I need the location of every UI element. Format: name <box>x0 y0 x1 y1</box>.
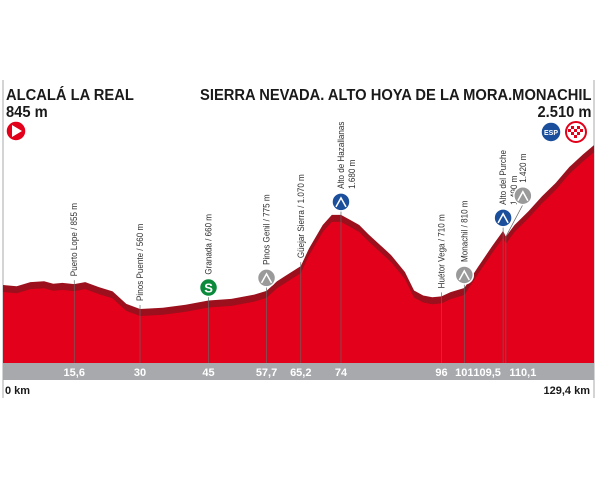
km-tick-label: 65,2 <box>290 367 311 379</box>
leader-line <box>505 204 524 237</box>
km-tick-label: 45 <box>202 367 214 379</box>
third-category-climb-icon <box>256 268 277 288</box>
first-category-climb-icon-circle <box>493 208 513 228</box>
km-tick-label: 30 <box>134 367 146 379</box>
mountain-glyph <box>260 272 273 284</box>
esp-category-icon: ESP <box>540 121 562 143</box>
sprint-letter: S <box>204 281 213 296</box>
sprint-icon-circle <box>198 277 219 298</box>
km-start-label: 0 km <box>5 385 30 397</box>
first-category-climb-icon-circle <box>331 192 351 212</box>
finish-title: SIERRA NEVADA. ALTO HOYA DE LA MORA.MONA… <box>200 87 591 121</box>
mountain-glyph <box>497 212 509 224</box>
location-label: Monachil / 810 m <box>459 200 470 262</box>
location-label: Granada / 660 m <box>204 214 215 275</box>
finish-checkered-icon <box>565 121 587 143</box>
start-title: ALCALÁ LA REAL 845 m <box>6 87 134 121</box>
third-category-climb-icon-circle <box>454 265 475 285</box>
start-play-icon <box>5 120 27 142</box>
km-tick-label: 96 <box>435 367 447 379</box>
third-category-climb-icon <box>454 265 475 285</box>
km-tick-label: 101 <box>455 367 473 379</box>
finish-altitude: 2.510 m <box>536 104 591 121</box>
sprint-icon: S <box>198 277 219 298</box>
first-category-climb-icon <box>331 192 351 212</box>
location-label: Pinos Puente / 560 m <box>135 224 146 301</box>
location-label: Alto del Purche <box>498 150 509 205</box>
start-name: ALCALÁ LA REAL <box>6 87 134 104</box>
start-altitude: 845 m <box>6 104 48 121</box>
profile-area <box>3 152 594 363</box>
location-altitude-label: 1.680 m <box>347 160 358 189</box>
location-label: Alto de Hazallanas <box>336 121 347 189</box>
km-tick-label: 74 <box>335 367 348 379</box>
location-label: Güejar Sierra / 1.070 m <box>296 174 307 258</box>
finish-name: SIERRA NEVADA. ALTO HOYA DE LA MORA.MONA… <box>199 87 591 104</box>
km-tick-label: 15,6 <box>64 367 85 379</box>
location-label: Pinos Genil / 775 m <box>262 194 273 265</box>
mountain-glyph <box>335 196 347 208</box>
km-axis-band <box>3 363 594 380</box>
third-category-climb-icon-circle <box>256 268 277 288</box>
third-category-climb-icon <box>513 185 533 206</box>
location-altitude-label: 1.490 m <box>509 176 520 205</box>
location-label: Puerto Lope / 855 m <box>69 203 80 276</box>
mountain-glyph <box>517 190 529 202</box>
km-tick-label: 110,1 <box>509 367 536 379</box>
km-tick-label: 57,7 <box>256 367 277 379</box>
third-category-climb-icon-circle <box>513 185 533 206</box>
location-label: Huétor Vega / 710 m <box>436 214 447 288</box>
first-category-climb-icon <box>493 208 513 228</box>
km-end-label: 129,4 km <box>544 385 591 397</box>
location-label: 1.420 m <box>518 153 529 182</box>
svg-text:ESP: ESP <box>544 130 558 137</box>
mountain-glyph <box>458 269 470 281</box>
km-tick-label: 109,5 <box>473 367 501 379</box>
